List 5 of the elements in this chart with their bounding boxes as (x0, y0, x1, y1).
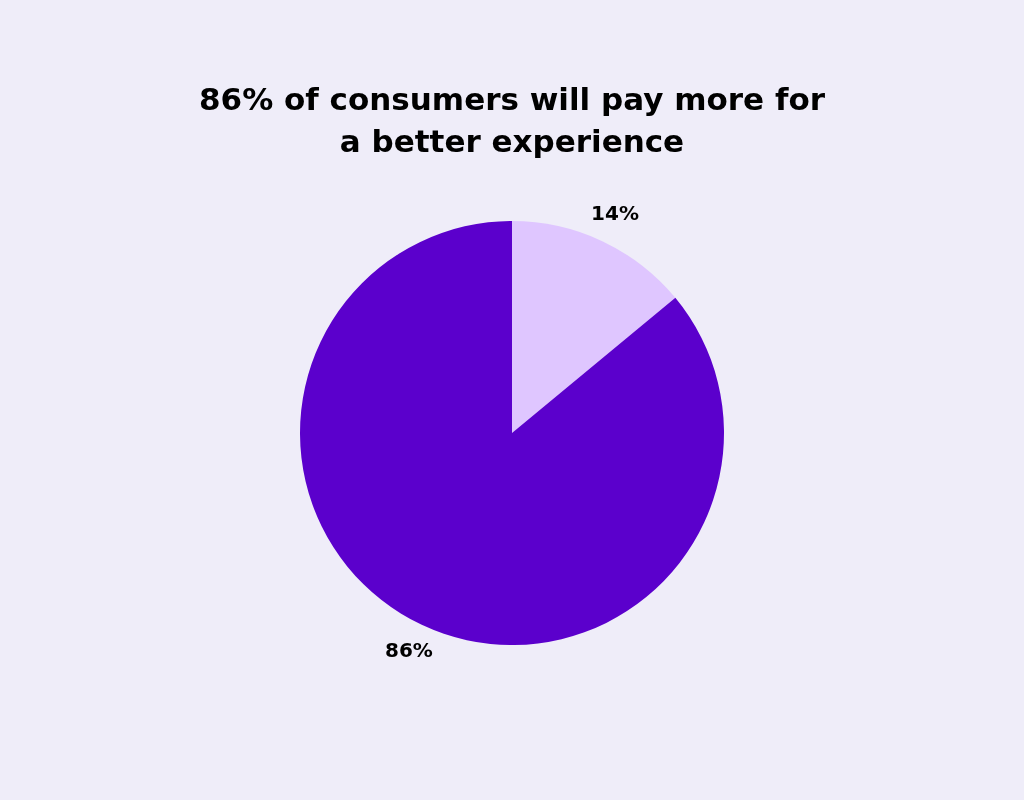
pie-slice (512, 221, 676, 433)
pie-slice (300, 221, 724, 645)
data-label: 86% (385, 638, 433, 663)
chart-title: 86% of consumers will pay more for a better experience (199, 81, 826, 159)
data-label: 14% (591, 200, 639, 225)
